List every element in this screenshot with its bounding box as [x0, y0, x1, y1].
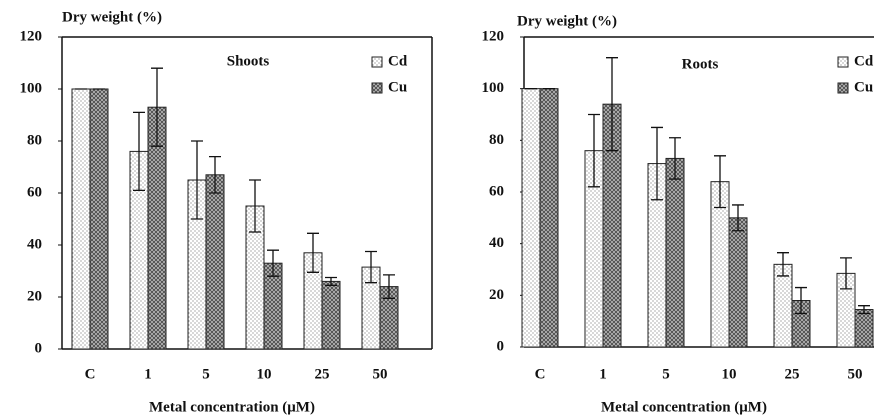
bar [521, 88, 541, 348]
legend-label: Cd [854, 53, 874, 69]
error-bar [588, 113, 600, 188]
x-axis-label: Metal concentration (μM) [149, 399, 315, 415]
error-bar [795, 286, 807, 315]
x-tick-label: C [535, 366, 546, 382]
x-tick-label: 50 [848, 366, 863, 382]
y-tick-label: 80 [489, 132, 504, 148]
legend-swatch [837, 82, 849, 94]
y-tick-label: 40 [27, 236, 42, 252]
bar [854, 309, 874, 348]
panel-title: Shoots [227, 53, 270, 69]
x-tick-label: 25 [315, 366, 330, 382]
x-axis-label: Metal concentration (μM) [601, 399, 767, 415]
error-bar [325, 276, 337, 286]
x-tick-label: 25 [785, 366, 800, 382]
x-tick-label: 50 [373, 366, 388, 382]
y-tick-label: 0 [35, 340, 43, 356]
y-tick-label: 100 [482, 80, 505, 96]
x-tick-label: 5 [202, 366, 210, 382]
error-bar [133, 111, 145, 192]
bar [89, 88, 109, 350]
error-bar [840, 257, 852, 290]
y-tick-label: 60 [27, 184, 42, 200]
y-tick-label: 100 [20, 80, 43, 96]
y-tick-label: 20 [27, 288, 42, 304]
error-bar [191, 140, 203, 220]
error-bar [307, 232, 319, 273]
bar [665, 157, 685, 348]
x-tick-label: 1 [144, 366, 152, 382]
error-bar [777, 252, 789, 277]
y-tick-label: 80 [27, 132, 42, 148]
panel-title: Roots [682, 56, 719, 72]
x-tick-label: 5 [662, 366, 670, 382]
error-bar [714, 155, 726, 209]
error-bar [606, 57, 618, 152]
error-bar [249, 179, 261, 233]
legend-label: Cu [854, 79, 873, 95]
error-bar [151, 67, 163, 147]
x-tick-label: 1 [599, 366, 607, 382]
bar [321, 280, 341, 350]
y-tick-label: 120 [482, 28, 505, 44]
error-bar [267, 249, 279, 277]
y-tick-label: 40 [489, 235, 504, 251]
bar [728, 217, 748, 348]
bar [205, 174, 225, 350]
error-bar [732, 204, 744, 232]
legend-label: Cu [388, 79, 407, 95]
y-tick-label: 60 [489, 183, 504, 199]
y-tick-label: 0 [497, 338, 505, 354]
legend-label: Cd [388, 53, 408, 69]
legend-swatch [371, 82, 383, 94]
y-axis-label: Dry weight (%) [62, 9, 162, 25]
y-tick-label: 20 [489, 287, 504, 303]
x-tick-label: 10 [257, 366, 272, 382]
x-tick-label: 10 [722, 366, 737, 382]
error-bar [669, 137, 681, 180]
error-bar [365, 250, 377, 284]
bar [539, 88, 559, 348]
bar [773, 263, 793, 348]
y-tick-label: 120 [20, 28, 43, 44]
x-tick-label: C [85, 366, 96, 382]
y-axis-label: Dry weight (%) [517, 13, 617, 29]
error-bar [209, 155, 221, 194]
legend-swatch [837, 56, 849, 68]
error-bar [383, 274, 395, 299]
error-bar [858, 305, 870, 315]
legend-swatch [371, 56, 383, 68]
bar [71, 88, 91, 350]
error-bar [651, 126, 663, 201]
